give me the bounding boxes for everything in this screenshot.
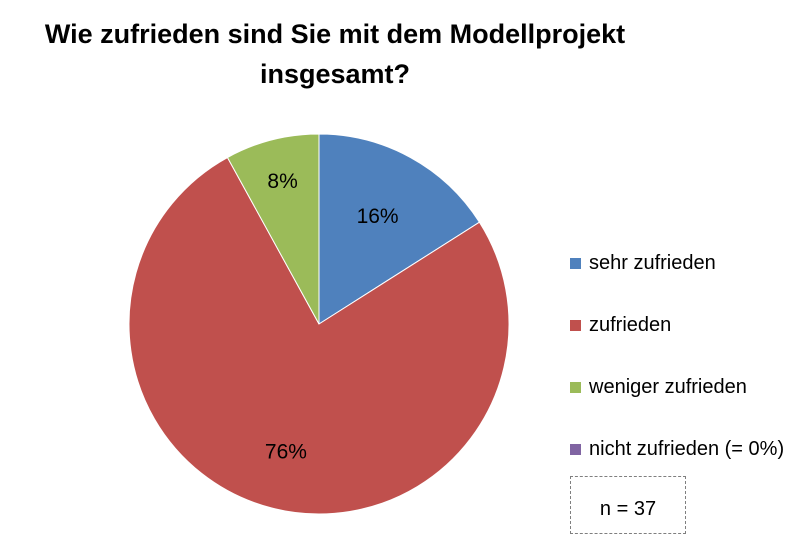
legend-item-1: zufrieden	[570, 294, 784, 356]
pie-data-label-1: 76%	[265, 440, 307, 463]
legend-label-3: nicht zufrieden (= 0%)	[589, 437, 785, 460]
legend-label-2: weniger zufrieden	[589, 375, 747, 398]
legend-swatch-3	[570, 443, 581, 455]
pie-slice-0	[318, 133, 481, 325]
pie-data-label-2: 8%	[267, 170, 297, 193]
pie-data-label-0: 16%	[357, 205, 399, 228]
legend-label-1: zufrieden	[589, 313, 672, 336]
legend-item-2: weniger zufrieden	[570, 356, 784, 418]
legend-swatch-1	[570, 319, 581, 331]
pie-slice-2	[226, 133, 320, 325]
legend-swatch-0	[570, 257, 581, 269]
pie-slices	[128, 133, 510, 515]
legend-item-0: sehr zufrieden	[570, 232, 784, 294]
sample-size-label: n = 37	[599, 498, 657, 520]
legend-label-0: sehr zufrieden	[589, 251, 716, 274]
chart-legend: sehr zufrieden zufrieden weniger zufrieden…	[570, 232, 784, 480]
chart-title-line-2: insgesamt?	[259, 59, 411, 89]
legend-swatch-2	[570, 381, 581, 393]
sample-size-box: n = 37	[570, 476, 686, 534]
chart-title-line-1: Wie zufrieden sind Sie mit dem Modellpro…	[44, 19, 626, 49]
pie-slice-1	[128, 156, 510, 515]
chart-title: Wie zufrieden sind Sie mit dem Modellpro…	[0, 14, 670, 94]
legend-item-3: nicht zufrieden (= 0%)	[570, 418, 784, 480]
pie-data-labels: 16% 76% 8%	[265, 170, 399, 464]
